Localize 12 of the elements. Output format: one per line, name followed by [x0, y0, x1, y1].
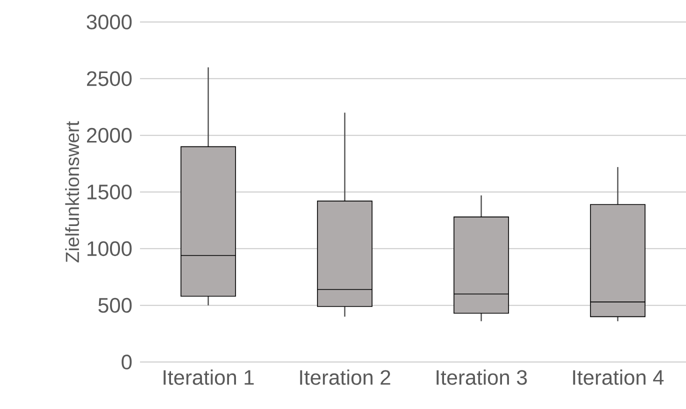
y-tick-label: 1500 [88, 184, 132, 200]
x-tick-label: Iteration 4 [573, 370, 664, 385]
y-tick-label: 2000 [86, 128, 132, 143]
y-tick-label: 0 [122, 354, 132, 370]
y-tick-label: 1000 [88, 241, 132, 256]
y-tick-label: 2500 [86, 71, 132, 86]
y-tick-label: 3000 [86, 14, 132, 30]
y-axis-title: Zielfunktionswert [65, 121, 80, 262]
y-tick-label: 500 [98, 298, 132, 313]
x-tick-label: Iteration 2 [300, 370, 390, 385]
x-tick-label: Iteration 3 [436, 370, 527, 385]
x-tick-label: Iteration 1 [164, 370, 254, 385]
